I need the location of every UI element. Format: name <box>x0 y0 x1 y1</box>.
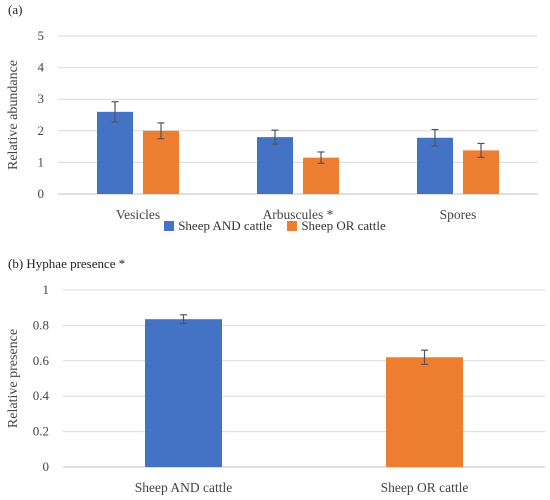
y-tick-label: 0.6 <box>33 353 50 368</box>
bar <box>145 319 222 467</box>
y-tick-label: 0.8 <box>33 317 49 332</box>
y-tick-label: 1 <box>38 154 45 169</box>
y-axis-label: Relative presence <box>6 329 21 428</box>
x-tick-label: Arbuscules * <box>263 207 334 222</box>
y-tick-label: 1 <box>43 282 50 297</box>
y-axis-label: Relative abundance <box>6 60 21 170</box>
y-tick-label: 5 <box>38 28 45 43</box>
x-tick-label: Sheep OR cattle <box>381 480 469 495</box>
legend-item-sheep-or-cattle: Sheep OR cattle <box>287 218 386 234</box>
legend-label: Sheep AND cattle <box>178 218 273 233</box>
bar <box>386 357 463 467</box>
legend: Sheep AND cattle Sheep OR cattle <box>0 218 550 235</box>
bar <box>417 137 453 194</box>
y-tick-label: 3 <box>38 91 45 106</box>
x-tick-label: Sheep AND cattle <box>135 480 232 495</box>
y-tick-label: 0 <box>38 186 45 201</box>
panel-a-label: (a) <box>8 2 23 17</box>
y-tick-label: 2 <box>38 123 45 138</box>
bar <box>97 111 133 194</box>
bar <box>257 137 293 194</box>
y-tick-label: 0 <box>43 459 50 474</box>
panel-b-label: (b) Hyphae presence * <box>8 256 126 271</box>
legend-label: Sheep OR cattle <box>301 218 386 233</box>
bar <box>143 130 179 194</box>
x-tick-label: Spores <box>440 207 477 222</box>
x-tick-label: Vesicles <box>116 207 160 222</box>
legend-item-sheep-and-cattle: Sheep AND cattle <box>164 218 272 234</box>
y-tick-label: 0.2 <box>33 424 49 439</box>
y-tick-label: 0.4 <box>33 388 50 403</box>
legend-swatch-orange <box>287 221 298 231</box>
legend-swatch-blue <box>164 221 175 231</box>
y-tick-label: 4 <box>38 60 45 75</box>
